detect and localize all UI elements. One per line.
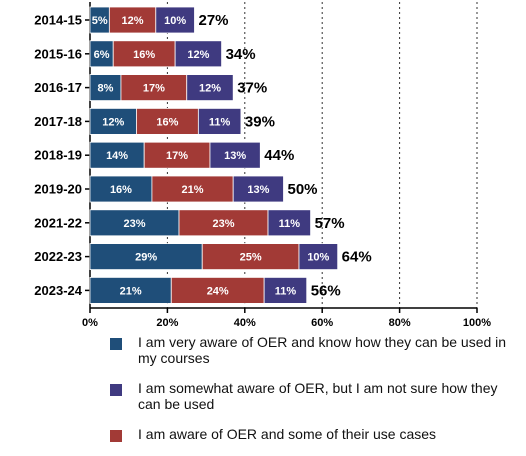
bar-2023-24-series-1 (170, 276, 265, 304)
x-tick-label-60: 60% (311, 317, 333, 329)
bar-label-2015-16-series-0: 6% (94, 49, 110, 61)
bar-2016-17-series-0 (89, 74, 122, 101)
bar-label-2017-18-series-2: 11% (209, 116, 231, 128)
bar-label-2022-23-series-0: 29% (135, 252, 157, 264)
bar-label-2014-15-series-1: 12% (122, 15, 144, 27)
total-label-2022-23: 64% (342, 249, 372, 266)
bar-2022-23-series-1 (201, 243, 300, 271)
bar-2023-24-series-0 (89, 276, 172, 304)
bar-2014-15-series-1 (108, 6, 157, 34)
bar-label-2021-22-series-0: 23% (123, 218, 145, 230)
category-label-2016-17: 2016-17 (34, 80, 82, 95)
total-label-2019-20: 50% (288, 181, 318, 198)
bar-label-2014-15-series-2: 10% (164, 15, 186, 27)
bar-2017-18-series-1 (136, 108, 199, 135)
bar-label-2021-22-series-1: 23% (212, 218, 234, 230)
bar-label-2022-23-series-1: 25% (240, 252, 262, 264)
bar-2021-22-series-0 (89, 209, 180, 237)
x-tick-label-40: 40% (234, 317, 256, 329)
category-label-2021-22: 2021-22 (34, 215, 82, 230)
category-label-2014-15: 2014-15 (34, 13, 82, 28)
total-label-2014-15: 27% (198, 12, 228, 29)
bar-label-2019-20-series-0: 16% (110, 184, 132, 196)
total-label-2015-16: 34% (226, 46, 256, 63)
stacked-bar-chart: 0% 20% 40% 60% 80% 100% 2014-15 5% 12% 10% 27% 2015… (34, 2, 491, 329)
bar-label-2019-20-series-1: 21% (182, 184, 204, 196)
bar-2016-17-series-1 (120, 74, 188, 101)
category-label-2022-23: 2022-23 (34, 249, 82, 264)
bar-label-2016-17-series-1: 17% (143, 83, 165, 95)
bar-label-2018-19-series-0: 14% (106, 150, 128, 162)
category-label-2019-20: 2019-20 (34, 182, 82, 197)
legend-swatch-very-aware (110, 338, 122, 350)
bar-2015-16-series-1 (112, 40, 176, 68)
bar-label-2016-17-series-0: 8% (98, 83, 114, 95)
bar-label-2023-24-series-0: 21% (120, 285, 142, 297)
x-tick-label-0: 0% (82, 317, 98, 329)
bar-2021-22-series-2 (267, 209, 311, 237)
bar-label-2016-17-series-2: 12% (199, 83, 221, 95)
bar-label-2019-20-series-2: 13% (247, 184, 269, 196)
bar-label-2017-18-series-1: 16% (156, 116, 178, 128)
legend-swatch-aware (110, 430, 122, 442)
bar-2022-23-series-0 (89, 243, 203, 271)
bar-label-2015-16-series-1: 16% (133, 49, 155, 61)
legend-item-aware: I am aware of OER and some of their use … (110, 426, 510, 442)
legend-swatch-somewhat-aware (110, 384, 122, 396)
category-label-2023-24: 2023-24 (34, 283, 82, 298)
total-label-2018-19: 44% (264, 147, 294, 164)
x-tick-label-80: 80% (389, 317, 411, 329)
bar-2018-19-series-1 (143, 141, 211, 169)
bar-label-2023-24-series-2: 11% (275, 285, 297, 297)
bar-label-2018-19-series-1: 17% (166, 150, 188, 162)
x-tick-label-20: 20% (156, 317, 178, 329)
legend-item-very-aware: I am very aware of OER and know how they… (110, 334, 510, 366)
bar-2018-19-series-2 (209, 141, 261, 169)
bar-label-2021-22-series-2: 11% (279, 218, 301, 230)
total-label-2021-22: 57% (315, 215, 345, 232)
bar-2019-20-series-2 (232, 175, 284, 203)
bar-2022-23-series-2 (298, 243, 339, 271)
legend-label-aware: I am aware of OER and some of their use … (138, 426, 437, 442)
bar-label-2014-15-series-0: 5% (92, 15, 108, 27)
legend-label-very-aware: I am very aware of OER and know how they… (138, 334, 507, 366)
category-label-2018-19: 2018-19 (34, 148, 82, 163)
bar-label-2015-16-series-2: 12% (187, 49, 209, 61)
legend: I am very aware of OER and know how they… (110, 334, 510, 456)
bar-2018-19-series-0 (89, 141, 145, 169)
category-label-2015-16: 2015-16 (34, 46, 82, 61)
x-tick-label-100: 100% (463, 317, 491, 329)
bar-2021-22-series-1 (178, 209, 269, 237)
bar-2019-20-series-0 (89, 175, 153, 203)
legend-label-somewhat-aware: I am somewhat aware of OER, but I am not… (138, 380, 498, 412)
bar-2016-17-series-2 (186, 74, 234, 101)
bar-2017-18-series-0 (89, 108, 137, 135)
bar-label-2017-18-series-0: 12% (102, 116, 124, 128)
total-label-2017-18: 39% (245, 113, 275, 130)
bar-label-2018-19-series-2: 13% (224, 150, 246, 162)
total-label-2023-24: 56% (311, 282, 341, 299)
category-label-2017-18: 2017-18 (34, 114, 82, 129)
bar-2015-16-series-2 (174, 40, 222, 68)
bar-label-2022-23-series-2: 10% (307, 252, 329, 264)
bar-label-2023-24-series-1: 24% (207, 285, 229, 297)
legend-item-somewhat-aware: I am somewhat aware of OER, but I am not… (110, 380, 510, 412)
bar-2014-15-series-2 (155, 6, 195, 34)
bar-2023-24-series-2 (263, 276, 308, 304)
bar-2017-18-series-2 (197, 108, 242, 135)
total-label-2016-17: 37% (237, 80, 267, 97)
